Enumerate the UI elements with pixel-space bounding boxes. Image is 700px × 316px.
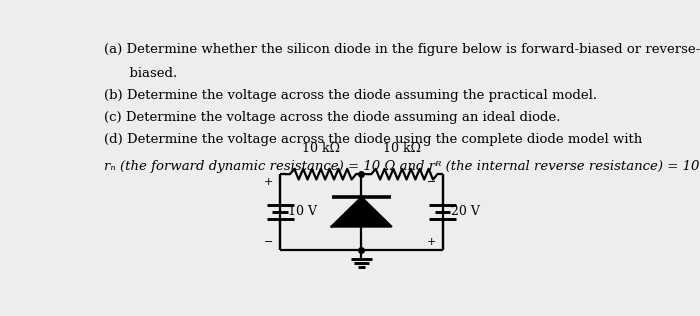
Text: (d) Determine the voltage across the diode using the complete diode model with: (d) Determine the voltage across the dio…: [104, 133, 642, 146]
Text: rₙ (the forward dynamic resistance) = 10 Ω and rᴿ (the internal reverse resistan: rₙ (the forward dynamic resistance) = 10…: [104, 160, 700, 173]
Polygon shape: [332, 197, 391, 227]
Text: −: −: [264, 237, 274, 247]
Text: +: +: [427, 237, 436, 247]
Text: 20 V: 20 V: [451, 205, 480, 218]
Text: (b) Determine the voltage across the diode assuming the practical model.: (b) Determine the voltage across the dio…: [104, 89, 597, 102]
Text: −: −: [427, 177, 436, 187]
Text: +: +: [264, 177, 274, 187]
Text: 10 kΩ: 10 kΩ: [383, 142, 421, 155]
Text: 10 V: 10 V: [288, 205, 317, 218]
Text: 10 kΩ: 10 kΩ: [302, 142, 340, 155]
Text: biased.: biased.: [104, 67, 177, 80]
Text: (a) Determine whether the silicon diode in the figure below is forward-biased or: (a) Determine whether the silicon diode …: [104, 43, 700, 56]
Text: (c) Determine the voltage across the diode assuming an ideal diode.: (c) Determine the voltage across the dio…: [104, 111, 560, 124]
